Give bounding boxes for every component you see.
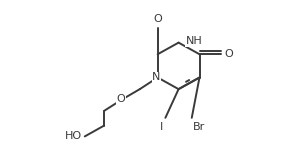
Text: Br: Br <box>193 122 206 133</box>
Text: O: O <box>153 14 162 24</box>
Text: N: N <box>152 73 161 82</box>
Text: I: I <box>160 122 163 133</box>
Text: NH: NH <box>185 36 202 46</box>
Text: HO: HO <box>65 131 83 141</box>
Text: O: O <box>224 49 233 59</box>
Text: O: O <box>117 94 125 104</box>
